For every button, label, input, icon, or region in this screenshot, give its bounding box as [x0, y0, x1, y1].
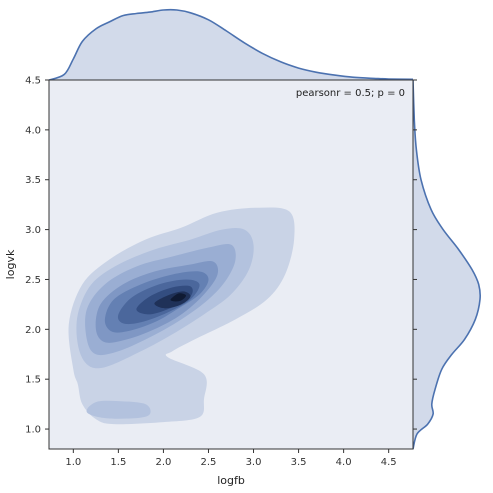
x-tick-label: 1.0: [65, 457, 81, 468]
x-marginal-fill: [49, 9, 413, 80]
y-marginal-fill: [413, 80, 481, 449]
y-tick-label: 4.5: [25, 76, 41, 87]
y-marginal-line: [412, 79, 482, 450]
x-tick-label: 3.0: [246, 457, 262, 468]
kde-contours: [68, 207, 295, 425]
x-marginal-density: [48, 8, 414, 81]
y-tick-label: 3.5: [25, 175, 41, 186]
y-tick-label: 3.0: [25, 225, 41, 236]
y-marginal-density: [412, 79, 482, 450]
y-tick-label: 2.0: [25, 325, 41, 336]
y-tick-label: 1.0: [25, 425, 41, 436]
y-tick-label: 1.5: [25, 375, 41, 386]
y-tick-label: 4.0: [25, 125, 41, 136]
y-tick-label: 2.5: [25, 275, 41, 286]
x-tick-label: 4.0: [336, 457, 352, 468]
y-axis-ticks: 1.0 1.5 2.0 2.5 3.0 3.5 4.0 4.5: [25, 76, 417, 436]
x-tick-label: 4.5: [381, 457, 397, 468]
x-tick-label: 3.5: [291, 457, 307, 468]
kde-contour-level-9-region-1: [170, 293, 187, 302]
x-tick-label: 2.5: [201, 457, 217, 468]
x-axis-ticks: 1.0 1.5 2.0 2.5 3.0 3.5 4.0 4.5: [65, 449, 397, 468]
pearsonr-annotation: pearsonr = 0.5; p = 0: [296, 88, 405, 99]
x-tick-label: 2.0: [155, 457, 171, 468]
kde-contour-level-2-region-2: [86, 400, 151, 419]
plot-area-frame: [48, 79, 414, 450]
x-axis-label: logfb: [217, 474, 245, 487]
x-marginal-line: [48, 8, 414, 81]
y-axis-label: logvk: [4, 249, 17, 279]
x-tick-label: 1.5: [110, 457, 126, 468]
